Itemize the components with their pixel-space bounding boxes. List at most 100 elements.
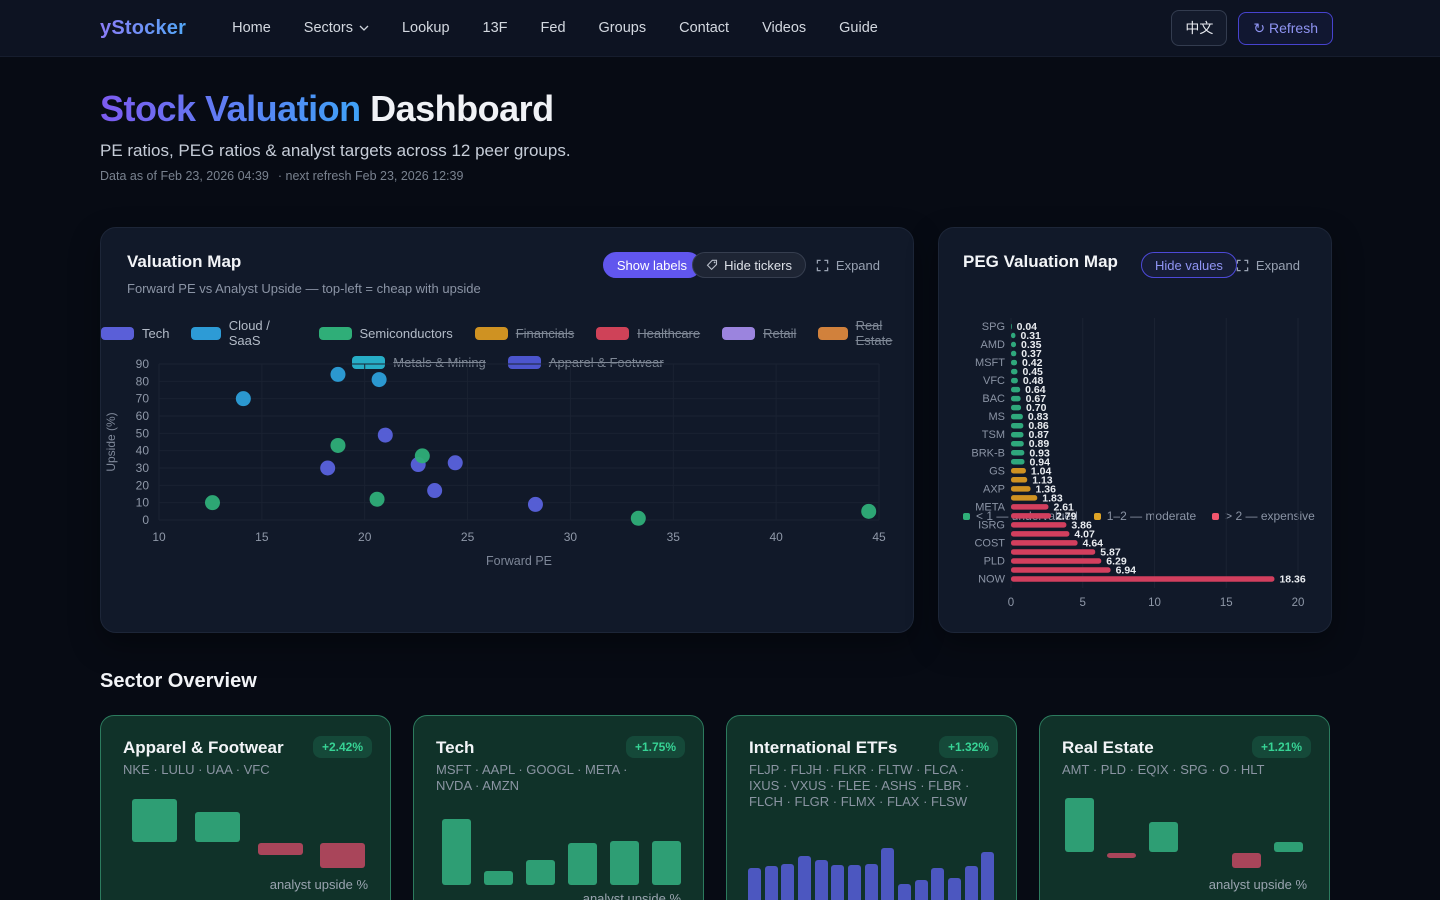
peg-bar[interactable] bbox=[1011, 576, 1275, 582]
svg-text:0.48: 0.48 bbox=[1023, 375, 1044, 387]
svg-text:30: 30 bbox=[564, 530, 578, 544]
sector-card-international-etfs[interactable]: International ETFs +1.32% FLJP · FLJH · FL… bbox=[726, 715, 1017, 900]
legend-item-tech[interactable]: Tech bbox=[101, 318, 169, 348]
nav-item-13f[interactable]: 13F bbox=[483, 20, 508, 36]
peg-bar[interactable] bbox=[1011, 504, 1049, 510]
sector-tickers: FLJP · FLJH · FLKR · FLTW · FLCA · IXUS … bbox=[749, 762, 970, 809]
peg-bar[interactable] bbox=[1011, 495, 1038, 501]
logo[interactable]: yStocker bbox=[100, 16, 187, 39]
peg-bar[interactable] bbox=[1011, 377, 1018, 384]
nav-item-lookup[interactable]: Lookup bbox=[402, 20, 450, 36]
peg-bar-chart[interactable]: 0 5 10 15 20 0.04 SPG 0.310.35 AMD 0.370.42 MSFT 0.… bbox=[939, 316, 1333, 631]
legend-item-financials[interactable]: Financials bbox=[474, 318, 574, 348]
scatter-point-cloud-saas[interactable] bbox=[330, 366, 346, 382]
peg-bar[interactable] bbox=[1011, 368, 1018, 375]
sector-change-badge: +2.42% bbox=[312, 736, 372, 758]
svg-text:2.79: 2.79 bbox=[1056, 510, 1077, 522]
peg-map-title: PEG Valuation Map bbox=[963, 252, 1118, 271]
svg-text:GS: GS bbox=[989, 465, 1005, 477]
nav-item-sectors[interactable]: Sectors bbox=[304, 20, 369, 36]
peg-bar[interactable] bbox=[1011, 540, 1078, 546]
peg-bar[interactable] bbox=[1011, 431, 1024, 438]
peg-bar[interactable] bbox=[1011, 549, 1096, 555]
peg-bar[interactable] bbox=[1011, 404, 1022, 411]
language-toggle-button[interactable]: 中文 bbox=[1171, 10, 1228, 46]
scatter-point-semiconductors[interactable] bbox=[414, 448, 430, 464]
nav-item-home[interactable]: Home bbox=[232, 20, 271, 36]
show-labels-button[interactable]: Show labels bbox=[602, 252, 701, 278]
next-refresh-text: · next refresh Feb 23, 2026 12:39 bbox=[277, 169, 464, 183]
scatter-point-semiconductors[interactable] bbox=[204, 495, 220, 511]
scatter-point-tech[interactable] bbox=[320, 460, 336, 476]
nav-item-guide[interactable]: Guide bbox=[839, 20, 878, 36]
svg-text:MSFT: MSFT bbox=[975, 357, 1005, 369]
legend-item-retail[interactable]: Retail bbox=[722, 318, 796, 348]
peg-bar[interactable] bbox=[1011, 422, 1024, 429]
nav-item-videos[interactable]: Videos bbox=[762, 20, 806, 36]
peg-bar[interactable] bbox=[1011, 440, 1024, 447]
nav-item-fed[interactable]: Fed bbox=[541, 20, 566, 36]
sector-name: Apparel & Footwear bbox=[123, 738, 284, 757]
scatter-point-tech[interactable] bbox=[377, 427, 393, 443]
sector-cards-row: Apparel & Footwear +2.42% NKE · LULU · UAA… bbox=[100, 715, 1330, 900]
scatter-point-tech[interactable] bbox=[427, 483, 443, 499]
nav-item-contact[interactable]: Contact bbox=[679, 20, 729, 36]
sector-card-tech[interactable]: Tech +1.75% MSFT · AAPL · GOOGL · META · N… bbox=[413, 715, 704, 900]
legend-item-metals-mining[interactable]: Metals & Mining bbox=[352, 355, 486, 370]
peg-bar[interactable] bbox=[1011, 558, 1102, 564]
svg-text:SPG: SPG bbox=[982, 321, 1005, 333]
svg-text:20: 20 bbox=[136, 478, 150, 492]
svg-text:1.04: 1.04 bbox=[1031, 465, 1052, 477]
scatter-point-cloud-saas[interactable] bbox=[371, 372, 387, 388]
legend-item-real-estate[interactable]: Real Estate bbox=[818, 318, 915, 348]
scatter-point-semiconductors[interactable] bbox=[630, 510, 646, 526]
hide-values-button[interactable]: Hide values bbox=[1141, 252, 1237, 278]
scatter-point-cloud-saas[interactable] bbox=[235, 391, 251, 407]
peg-bar[interactable] bbox=[1011, 567, 1111, 573]
legend-label: Cloud / SaaS bbox=[228, 318, 270, 348]
svg-text:15: 15 bbox=[1220, 597, 1233, 609]
sector-card-apparel-footwear[interactable]: Apparel & Footwear +2.42% NKE · LULU · UAA… bbox=[100, 715, 391, 900]
peg-bar[interactable] bbox=[1011, 477, 1028, 483]
nav-item-label: Guide bbox=[839, 20, 878, 36]
peg-bar[interactable] bbox=[1011, 359, 1018, 366]
peg-map-expand-button[interactable]: Expand bbox=[1236, 252, 1300, 278]
peg-bar[interactable] bbox=[1011, 413, 1023, 420]
legend-item-apparel-footwear[interactable]: Apparel & Footwear bbox=[507, 355, 664, 370]
peg-bar[interactable] bbox=[1011, 468, 1026, 474]
hide-tickers-button[interactable]: Hide tickers bbox=[692, 252, 806, 278]
nav-item-groups[interactable]: Groups bbox=[599, 20, 647, 36]
refresh-button[interactable]: ↻ Refresh bbox=[1238, 11, 1333, 45]
peg-bar[interactable] bbox=[1011, 486, 1031, 492]
peg-bar[interactable] bbox=[1011, 350, 1017, 357]
svg-text:35: 35 bbox=[667, 530, 681, 544]
legend-item-cloud-saas[interactable]: Cloud / SaaS bbox=[191, 318, 296, 348]
peg-bar[interactable] bbox=[1011, 386, 1021, 393]
sector-card-real-estate[interactable]: Real Estate +1.21% AMT · PLD · EQIX · SPG … bbox=[1039, 715, 1330, 900]
legend-item-semiconductors[interactable]: Semiconductors bbox=[318, 318, 453, 348]
valuation-map-expand-button[interactable]: Expand bbox=[816, 252, 880, 278]
peg-bar[interactable] bbox=[1011, 531, 1070, 537]
peg-bar[interactable] bbox=[1011, 395, 1021, 402]
peg-bar[interactable] bbox=[1011, 459, 1025, 465]
scatter-point-semiconductors[interactable] bbox=[369, 491, 385, 507]
peg-bar[interactable] bbox=[1011, 323, 1012, 330]
legend-item-healthcare[interactable]: Healthcare bbox=[596, 318, 700, 348]
svg-text:40: 40 bbox=[136, 444, 150, 458]
peg-bar[interactable] bbox=[1011, 332, 1016, 339]
peg-bar[interactable] bbox=[1011, 513, 1052, 519]
scatter-point-tech[interactable] bbox=[527, 496, 543, 512]
legend-label: Apparel & Footwear bbox=[548, 355, 664, 370]
valuation-scatter-chart[interactable]: 10 15 20 25 30 35 40 450102030405060708090Forwa… bbox=[101, 358, 915, 608]
svg-text:META: META bbox=[975, 501, 1005, 513]
nav-item-label: 13F bbox=[482, 20, 508, 36]
legend-swatch bbox=[318, 326, 352, 340]
peg-bar[interactable] bbox=[1011, 522, 1067, 528]
scatter-point-semiconductors[interactable] bbox=[861, 503, 877, 519]
scatter-point-semiconductors[interactable] bbox=[330, 437, 346, 453]
svg-text:10: 10 bbox=[1148, 597, 1161, 609]
scatter-point-tech[interactable] bbox=[447, 455, 463, 471]
peg-bar[interactable] bbox=[1011, 450, 1025, 456]
svg-text:20: 20 bbox=[1292, 597, 1305, 609]
peg-bar[interactable] bbox=[1011, 341, 1017, 348]
